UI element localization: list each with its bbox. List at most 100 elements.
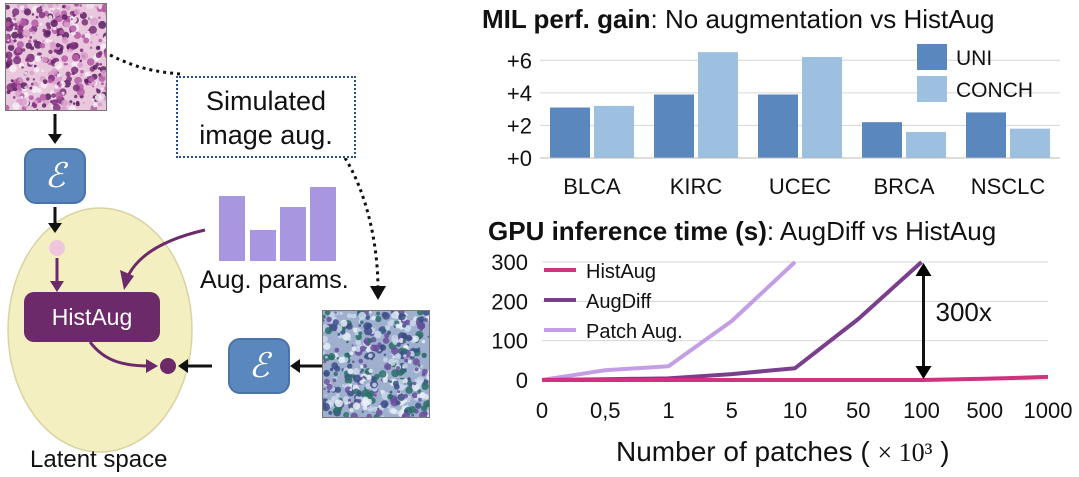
tissue-cell: [360, 320, 364, 324]
tissue-cell: [323, 350, 326, 354]
tissue-cell: [328, 353, 336, 361]
tissue-cell: [358, 324, 362, 327]
tissue-cell: [28, 95, 34, 101]
tissue-cell: [77, 62, 83, 68]
tissue-cell: [423, 318, 428, 322]
tissue-cell: [407, 380, 413, 386]
tissue-cell: [60, 105, 67, 110]
bar-x-tick-label: KIRC: [670, 174, 723, 199]
aug-params-label: Aug. params.: [200, 266, 349, 294]
tissue-cell: [372, 382, 377, 388]
tissue-cell: [397, 390, 401, 394]
tissue-cell: [32, 78, 36, 81]
tissue-cell: [25, 85, 29, 89]
tissue-cell: [80, 11, 84, 14]
bar-chart-title-rest: : No augmentation vs HistAug: [650, 4, 995, 34]
tissue-cell: [419, 392, 426, 399]
tissue-cell: [409, 355, 413, 360]
tissue-cell: [66, 76, 72, 82]
bar-conch-brca: [906, 131, 946, 158]
tissue-cell: [94, 94, 102, 101]
tissue-cell: [383, 357, 388, 363]
tissue-cell: [427, 410, 429, 414]
bar-y-tick-label: +6: [507, 48, 532, 73]
tissue-cell: [417, 311, 424, 316]
line-x-tick-label: 50: [846, 398, 870, 423]
arrow-encoder-to-embedding: [48, 223, 62, 233]
tissue-cell: [99, 63, 103, 66]
tissue-cell: [422, 311, 429, 316]
tissue-cell: [359, 370, 363, 374]
tissue-cell: [31, 85, 39, 93]
tissue-cell: [346, 313, 352, 319]
tissue-cell: [6, 4, 10, 10]
tissue-cell: [6, 34, 10, 41]
tissue-cell: [389, 390, 393, 394]
tissue-cell: [412, 358, 420, 366]
tissue-cell: [351, 313, 357, 319]
tissue-cell: [397, 393, 405, 401]
tissue-cell: [53, 26, 57, 31]
tissue-cell: [92, 102, 98, 108]
line-x-tick-label: 10: [783, 398, 807, 423]
tissue-cell: [349, 383, 353, 387]
tissue-cell: [75, 102, 80, 107]
tissue-cell: [10, 79, 14, 82]
bar-uni-blca: [550, 107, 590, 158]
tissue-cell: [358, 311, 367, 320]
arrow-encoder2-to-output: [178, 359, 188, 373]
tissue-cell: [365, 315, 371, 320]
line-chart-title: GPU inference time (s): AugDiff vs HistA…: [488, 216, 996, 247]
xlabel-math: × 10³: [877, 438, 933, 467]
tissue-cell: [326, 383, 333, 390]
tissue-cell: [55, 91, 63, 100]
tissue-cell: [342, 396, 350, 403]
tissue-cell: [417, 347, 421, 350]
tissue-cell: [381, 415, 385, 417]
tissue-cell: [408, 359, 412, 364]
output-dot: [160, 358, 176, 374]
tissue-cell: [368, 368, 373, 373]
bar-conch-nsclc: [1010, 128, 1050, 158]
tissue-cell: [426, 399, 429, 403]
tissue-cell: [421, 352, 427, 358]
encoder-symbol: ℰ: [44, 158, 66, 195]
tissue-cell: [416, 376, 424, 384]
speedup-annotation: 300x: [936, 297, 992, 327]
tissue-cell: [6, 58, 13, 64]
tissue-cell: [43, 30, 51, 38]
tissue-cell: [347, 398, 351, 402]
tissue-cell: [357, 311, 361, 313]
tissue-cell: [39, 22, 43, 26]
tissue-cell: [52, 8, 61, 17]
bar-y-tick-label: +4: [507, 81, 532, 106]
tissue-cell: [13, 39, 17, 43]
encoder-bottom: ℰ: [228, 338, 290, 394]
tissue-cell: [351, 346, 357, 352]
tissue-cell: [375, 315, 382, 323]
tissue-cell: [89, 41, 93, 45]
tissue-cell: [344, 352, 350, 358]
tissue-cell: [332, 319, 339, 326]
tissue-cell: [403, 354, 407, 358]
he-histology-image: [5, 3, 107, 111]
tissue-cell: [56, 33, 59, 37]
tissue-cell: [323, 314, 326, 319]
tissue-cell: [364, 346, 367, 349]
tissue-cell: [373, 413, 380, 417]
tissue-cell: [357, 399, 362, 403]
bar-y-tick-label: +2: [507, 113, 532, 138]
tissue-cell: [86, 58, 95, 66]
tissue-cell: [54, 84, 59, 89]
tissue-cell: [346, 340, 349, 344]
tissue-cell: [367, 338, 373, 344]
tissue-cell: [417, 389, 422, 394]
tissue-cell: [348, 403, 354, 409]
tissue-cell: [402, 378, 408, 384]
tissue-cell: [36, 108, 39, 110]
tissue-cell: [59, 29, 65, 35]
tissue-cell: [68, 102, 71, 106]
tissue-cell: [12, 96, 16, 99]
tissue-cell: [334, 386, 342, 393]
tissue-cell: [31, 19, 39, 27]
